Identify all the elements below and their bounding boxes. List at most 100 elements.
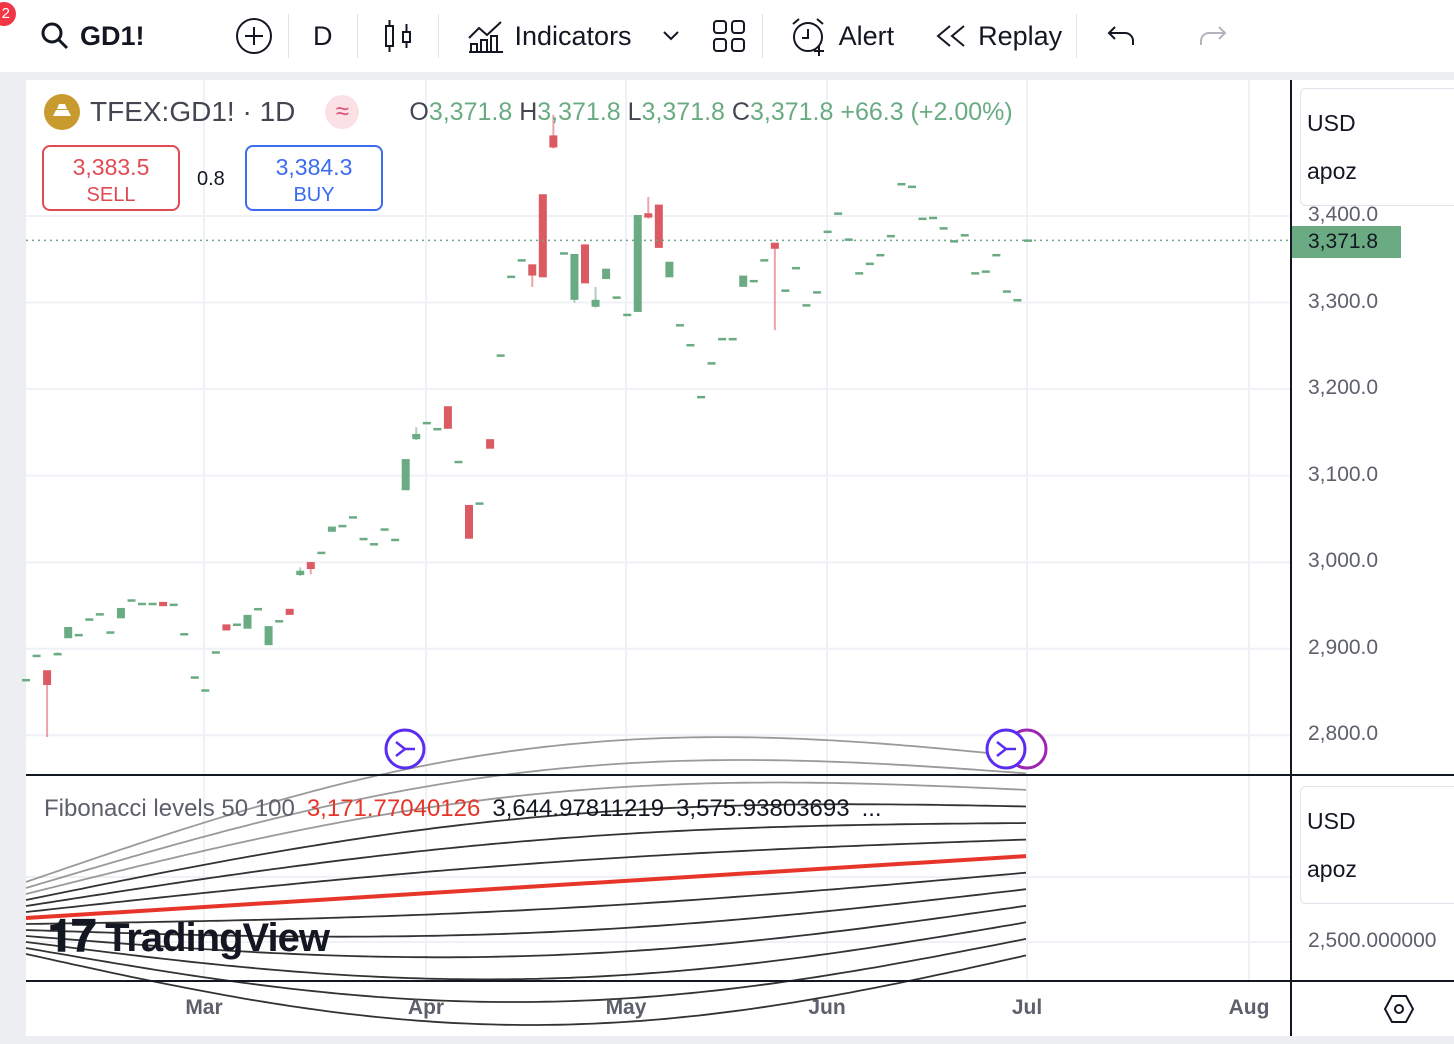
- symbol-title[interactable]: TFEX:GD1! · 1D: [90, 96, 296, 127]
- chart-type-button[interactable]: [358, 0, 438, 72]
- candle-body: [32, 654, 41, 658]
- price-axis-currency-unit[interactable]: USD apoz: [1300, 88, 1454, 206]
- buy-button[interactable]: 3,384.3 BUY: [245, 145, 383, 211]
- open-value: 3,371.8: [428, 97, 513, 126]
- indicators-button[interactable]: Indicators: [439, 0, 646, 72]
- candle-body: [644, 213, 653, 218]
- price-axis-tick: 3,100.0: [1308, 462, 1379, 486]
- candle-body: [338, 524, 347, 528]
- replay-button[interactable]: Replay: [908, 0, 1076, 72]
- interval-button[interactable]: D: [289, 0, 357, 72]
- fib-level-line: [25, 921, 1027, 981]
- candle-body: [211, 651, 220, 654]
- close-label: C: [731, 97, 750, 126]
- candle-body: [971, 272, 980, 275]
- candle-body: [159, 601, 168, 607]
- fib-level-line: [25, 803, 1027, 901]
- candle-body: [496, 354, 505, 357]
- candle-body: [85, 618, 94, 621]
- candle-body: [718, 337, 727, 341]
- buy-label: BUY: [293, 184, 335, 206]
- change-value: +66.3 (+2.00%): [840, 97, 1013, 126]
- candle-body: [106, 631, 115, 634]
- candle-body: [675, 324, 684, 327]
- indicator-name[interactable]: Fibonacci levels 50 100: [44, 795, 295, 822]
- sell-price: 3,383.5: [72, 154, 150, 180]
- candle-body: [665, 261, 674, 278]
- candle-body: [127, 599, 136, 602]
- price-axis-tick: 3,000.0: [1308, 549, 1379, 573]
- notification-badge[interactable]: 2: [0, 2, 16, 26]
- undo-button[interactable]: [1077, 0, 1167, 72]
- chevron-down-icon: [662, 31, 679, 41]
- market-status-icon[interactable]: ≈: [325, 95, 360, 129]
- candle-body: [275, 620, 284, 623]
- fib-level-line: [25, 888, 1027, 938]
- sell-button[interactable]: 3,383.5 SELL: [42, 145, 180, 211]
- undo-icon: [1107, 26, 1135, 45]
- candle-body: [443, 406, 452, 429]
- candle-body: [190, 676, 199, 679]
- candle-body: [475, 502, 484, 505]
- time-axis-tick: Aug: [1228, 996, 1270, 1019]
- top-toolbar: 2 GD1! D Indicators Alert Replay: [0, 0, 1454, 72]
- tradingview-watermark: 𝟏𝟕 TradingView: [48, 912, 330, 961]
- alert-button[interactable]: Alert: [763, 0, 909, 72]
- candle-body: [464, 504, 473, 539]
- indicator-legend: Fibonacci levels 50 100 3,171.77040126 3…: [44, 795, 882, 823]
- compare-button[interactable]: [220, 0, 288, 72]
- candle-body: [633, 215, 642, 312]
- alert-label: Alert: [838, 20, 895, 51]
- price-axis-tick: 3,200.0: [1308, 376, 1379, 400]
- candles-icon: [384, 20, 411, 52]
- candle-body: [486, 439, 495, 449]
- time-axis-tick: May: [605, 996, 647, 1019]
- spread-value: 0.8: [197, 168, 225, 190]
- candle-body: [538, 194, 547, 278]
- candle-body: [559, 252, 568, 255]
- candle-body: [1013, 298, 1022, 302]
- redo-button[interactable]: [1167, 0, 1257, 72]
- candle-body: [507, 275, 516, 279]
- divider: [437, 14, 439, 58]
- candle-body: [454, 460, 463, 464]
- candle-body: [422, 421, 431, 425]
- candle-body: [433, 427, 442, 431]
- candle-body: [823, 230, 832, 234]
- candle-body: [897, 182, 906, 186]
- last-price-label: 3,371.8: [1292, 226, 1401, 258]
- symbol-label: GD1!: [80, 20, 145, 51]
- candle-body: [74, 633, 83, 637]
- symbol-search-button[interactable]: GD1!: [0, 0, 220, 72]
- settings-hexagon-icon[interactable]: [1383, 993, 1415, 1025]
- candle-body: [116, 607, 125, 619]
- candle-body: [317, 551, 326, 555]
- candle-body: [802, 304, 811, 307]
- candle-body: [602, 268, 611, 280]
- candle-body: [517, 259, 526, 262]
- candle-body: [148, 602, 157, 606]
- fib-level-line: [25, 781, 1027, 895]
- candle-body: [296, 570, 305, 576]
- candle-body: [855, 272, 864, 275]
- symbol-legend: TFEX:GD1! · 1D ≈ O3,371.8 H3,371.8 L3,37…: [44, 94, 1013, 130]
- candle-body: [992, 253, 1001, 257]
- candle-body: [760, 259, 769, 262]
- candle-body: [739, 275, 748, 287]
- divider: [356, 14, 358, 58]
- candle-body: [254, 607, 263, 611]
- indicator-value: 3,575.93803693: [676, 795, 850, 822]
- search-icon: [41, 22, 69, 50]
- layout-button[interactable]: [696, 0, 762, 72]
- candle-body: [380, 528, 389, 531]
- currency-label: USD: [1307, 808, 1356, 834]
- indicator-axis-currency-unit[interactable]: USD apoz: [1300, 786, 1454, 904]
- price-axis-tick: 3,300.0: [1308, 289, 1379, 313]
- candle-body: [222, 624, 231, 631]
- candle-body: [791, 266, 800, 270]
- candle-body: [686, 343, 695, 347]
- candle-body: [169, 603, 178, 607]
- candle-body: [834, 212, 843, 215]
- indicators-dropdown[interactable]: [646, 0, 696, 72]
